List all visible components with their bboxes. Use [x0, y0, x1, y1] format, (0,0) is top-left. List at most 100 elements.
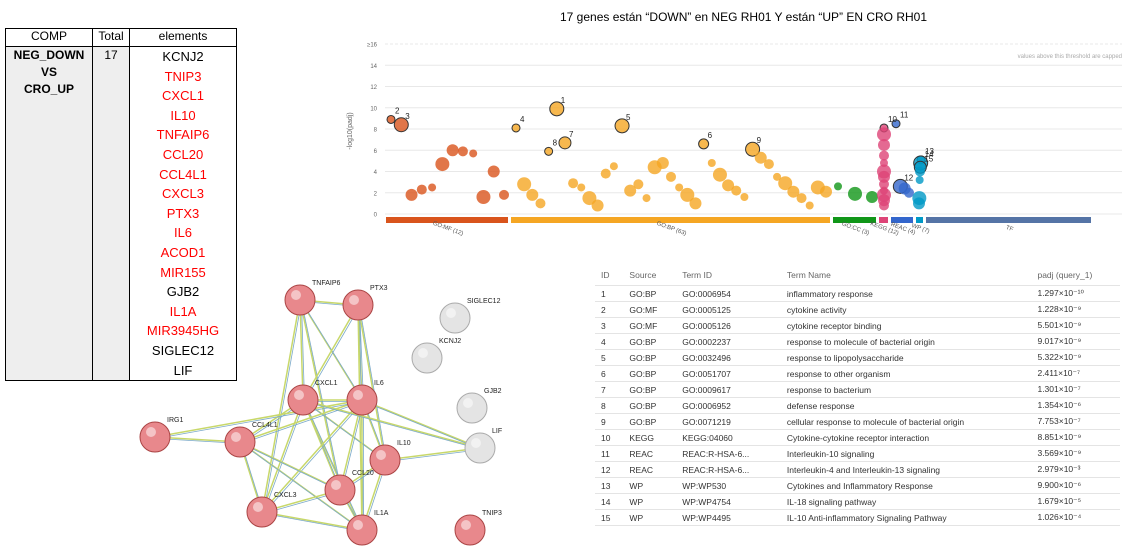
edge: [263, 401, 364, 514]
point: [763, 159, 774, 170]
edge: [299, 299, 341, 491]
node-label: TNFAIP6: [312, 280, 341, 287]
term-cell: GO:0051707: [676, 365, 781, 382]
point: [393, 117, 409, 133]
point: [600, 168, 611, 179]
comp-table: COMP Total elements NEG_DOWN VS CRO_UP 17 KCNJ2…: [5, 28, 237, 382]
edge: [304, 306, 360, 402]
edge: [241, 401, 364, 444]
node-shine: [353, 390, 363, 400]
term-row: 15 WP WP:WP4495 IL-10 Anti-inflammatory Sig…: [595, 509, 1120, 526]
term-cell: GO:BP: [623, 397, 677, 414]
term-cell: 5: [595, 349, 624, 366]
edge: [363, 401, 482, 450]
node: [456, 392, 488, 424]
point: [680, 187, 695, 202]
point: [891, 119, 901, 129]
term-row: 12 REAC REAC:R-HSA-6... Interleukin-4 and I…: [595, 461, 1120, 478]
node-label: KCNJ2: [439, 338, 461, 345]
term-cell: Interleukin-10 signaling: [780, 445, 1032, 462]
point: [754, 151, 767, 164]
point: [416, 184, 427, 195]
header-row: COMP Total elements: [5, 28, 237, 47]
term-cell: GO:0009617: [676, 381, 781, 398]
point-label: 15: [924, 154, 933, 163]
term-cell: response to other organism: [780, 365, 1032, 382]
term-row: 9 GO:BP GO:0071219 cellular response to mol…: [595, 413, 1120, 430]
term-cell: 7: [595, 381, 624, 398]
term-row: 1 GO:BP GO:0006954 inflammatory response 1.2…: [595, 285, 1120, 302]
edge: [359, 306, 387, 462]
term-cell: 1.297×10⁻¹⁰: [1031, 285, 1120, 302]
edge: [299, 299, 304, 401]
node: [464, 432, 496, 464]
point: [517, 177, 532, 192]
node-shine: [376, 450, 386, 460]
point: [877, 127, 891, 142]
term-cell: 5.322×10⁻⁹: [1031, 349, 1120, 366]
node-label: CCL20: [352, 470, 374, 477]
node-label: IRG1: [167, 417, 183, 424]
node-shine: [146, 427, 156, 437]
edge: [304, 401, 482, 450]
point: [457, 146, 468, 157]
point: [549, 101, 565, 117]
term-cell: inflammatory response: [780, 285, 1032, 302]
term-cell: WP: [623, 477, 677, 494]
y-axis-label: -log10(padj): [347, 112, 354, 149]
point: [624, 184, 637, 197]
term-cell: 5.501×10⁻⁹: [1031, 317, 1120, 334]
point: [435, 157, 450, 172]
edge: [263, 401, 305, 514]
point: [745, 141, 761, 157]
gene: IL6: [173, 225, 193, 241]
term-cell: 3: [595, 317, 624, 334]
term-cell: GO:0005126: [676, 317, 781, 334]
header-cell: Term ID: [676, 265, 781, 286]
gene: CCL20: [162, 146, 204, 162]
point-label: 4: [520, 115, 525, 124]
point: [469, 149, 478, 158]
point: [879, 200, 889, 211]
point: [866, 191, 878, 203]
point: [499, 189, 509, 200]
point: [787, 185, 800, 198]
term-cell: cytokine receptor binding: [780, 317, 1032, 334]
term-cell: 2.411×10⁻⁷: [1031, 365, 1120, 382]
point: [476, 190, 491, 204]
y-tick-label: 0: [374, 213, 378, 219]
gene: MIR3945HG: [146, 323, 220, 339]
gene: IL10: [170, 107, 196, 123]
term-cell: KEGG: [623, 429, 677, 446]
term-cell: 15: [595, 509, 624, 526]
node-shine: [231, 432, 241, 442]
point: [535, 198, 546, 209]
point: [675, 183, 684, 192]
point: [820, 185, 832, 198]
edge: [302, 399, 481, 449]
edge: [302, 304, 359, 401]
term-cell: GO:BP: [623, 381, 677, 398]
comp-line: VS: [40, 65, 57, 79]
point: [878, 170, 890, 183]
node-label: IL10: [397, 440, 411, 447]
edge: [239, 399, 363, 443]
node: [246, 496, 278, 528]
term-cell: 1.228×10⁻⁹: [1031, 301, 1120, 318]
y-tick-label: 2: [374, 191, 378, 197]
node: [342, 289, 374, 321]
point: [614, 118, 630, 134]
node-label: CCL4L1: [252, 422, 278, 429]
term-cell: GO:0006952: [676, 397, 781, 414]
term-cell: 8: [595, 397, 624, 414]
header-row: ID Source Term ID Term Name padj (query_1): [595, 265, 1120, 286]
term-row: 4 GO:BP GO:0002237 response to molecule of …: [595, 333, 1120, 350]
point: [558, 136, 572, 150]
source-label: GO:CC (3): [841, 221, 870, 236]
term-cell: 1.354×10⁻⁶: [1031, 397, 1120, 414]
source-label: TF: [1005, 225, 1014, 233]
point: [707, 159, 716, 167]
node: [439, 302, 471, 334]
node: [284, 284, 316, 316]
gene: LIF: [173, 362, 193, 378]
